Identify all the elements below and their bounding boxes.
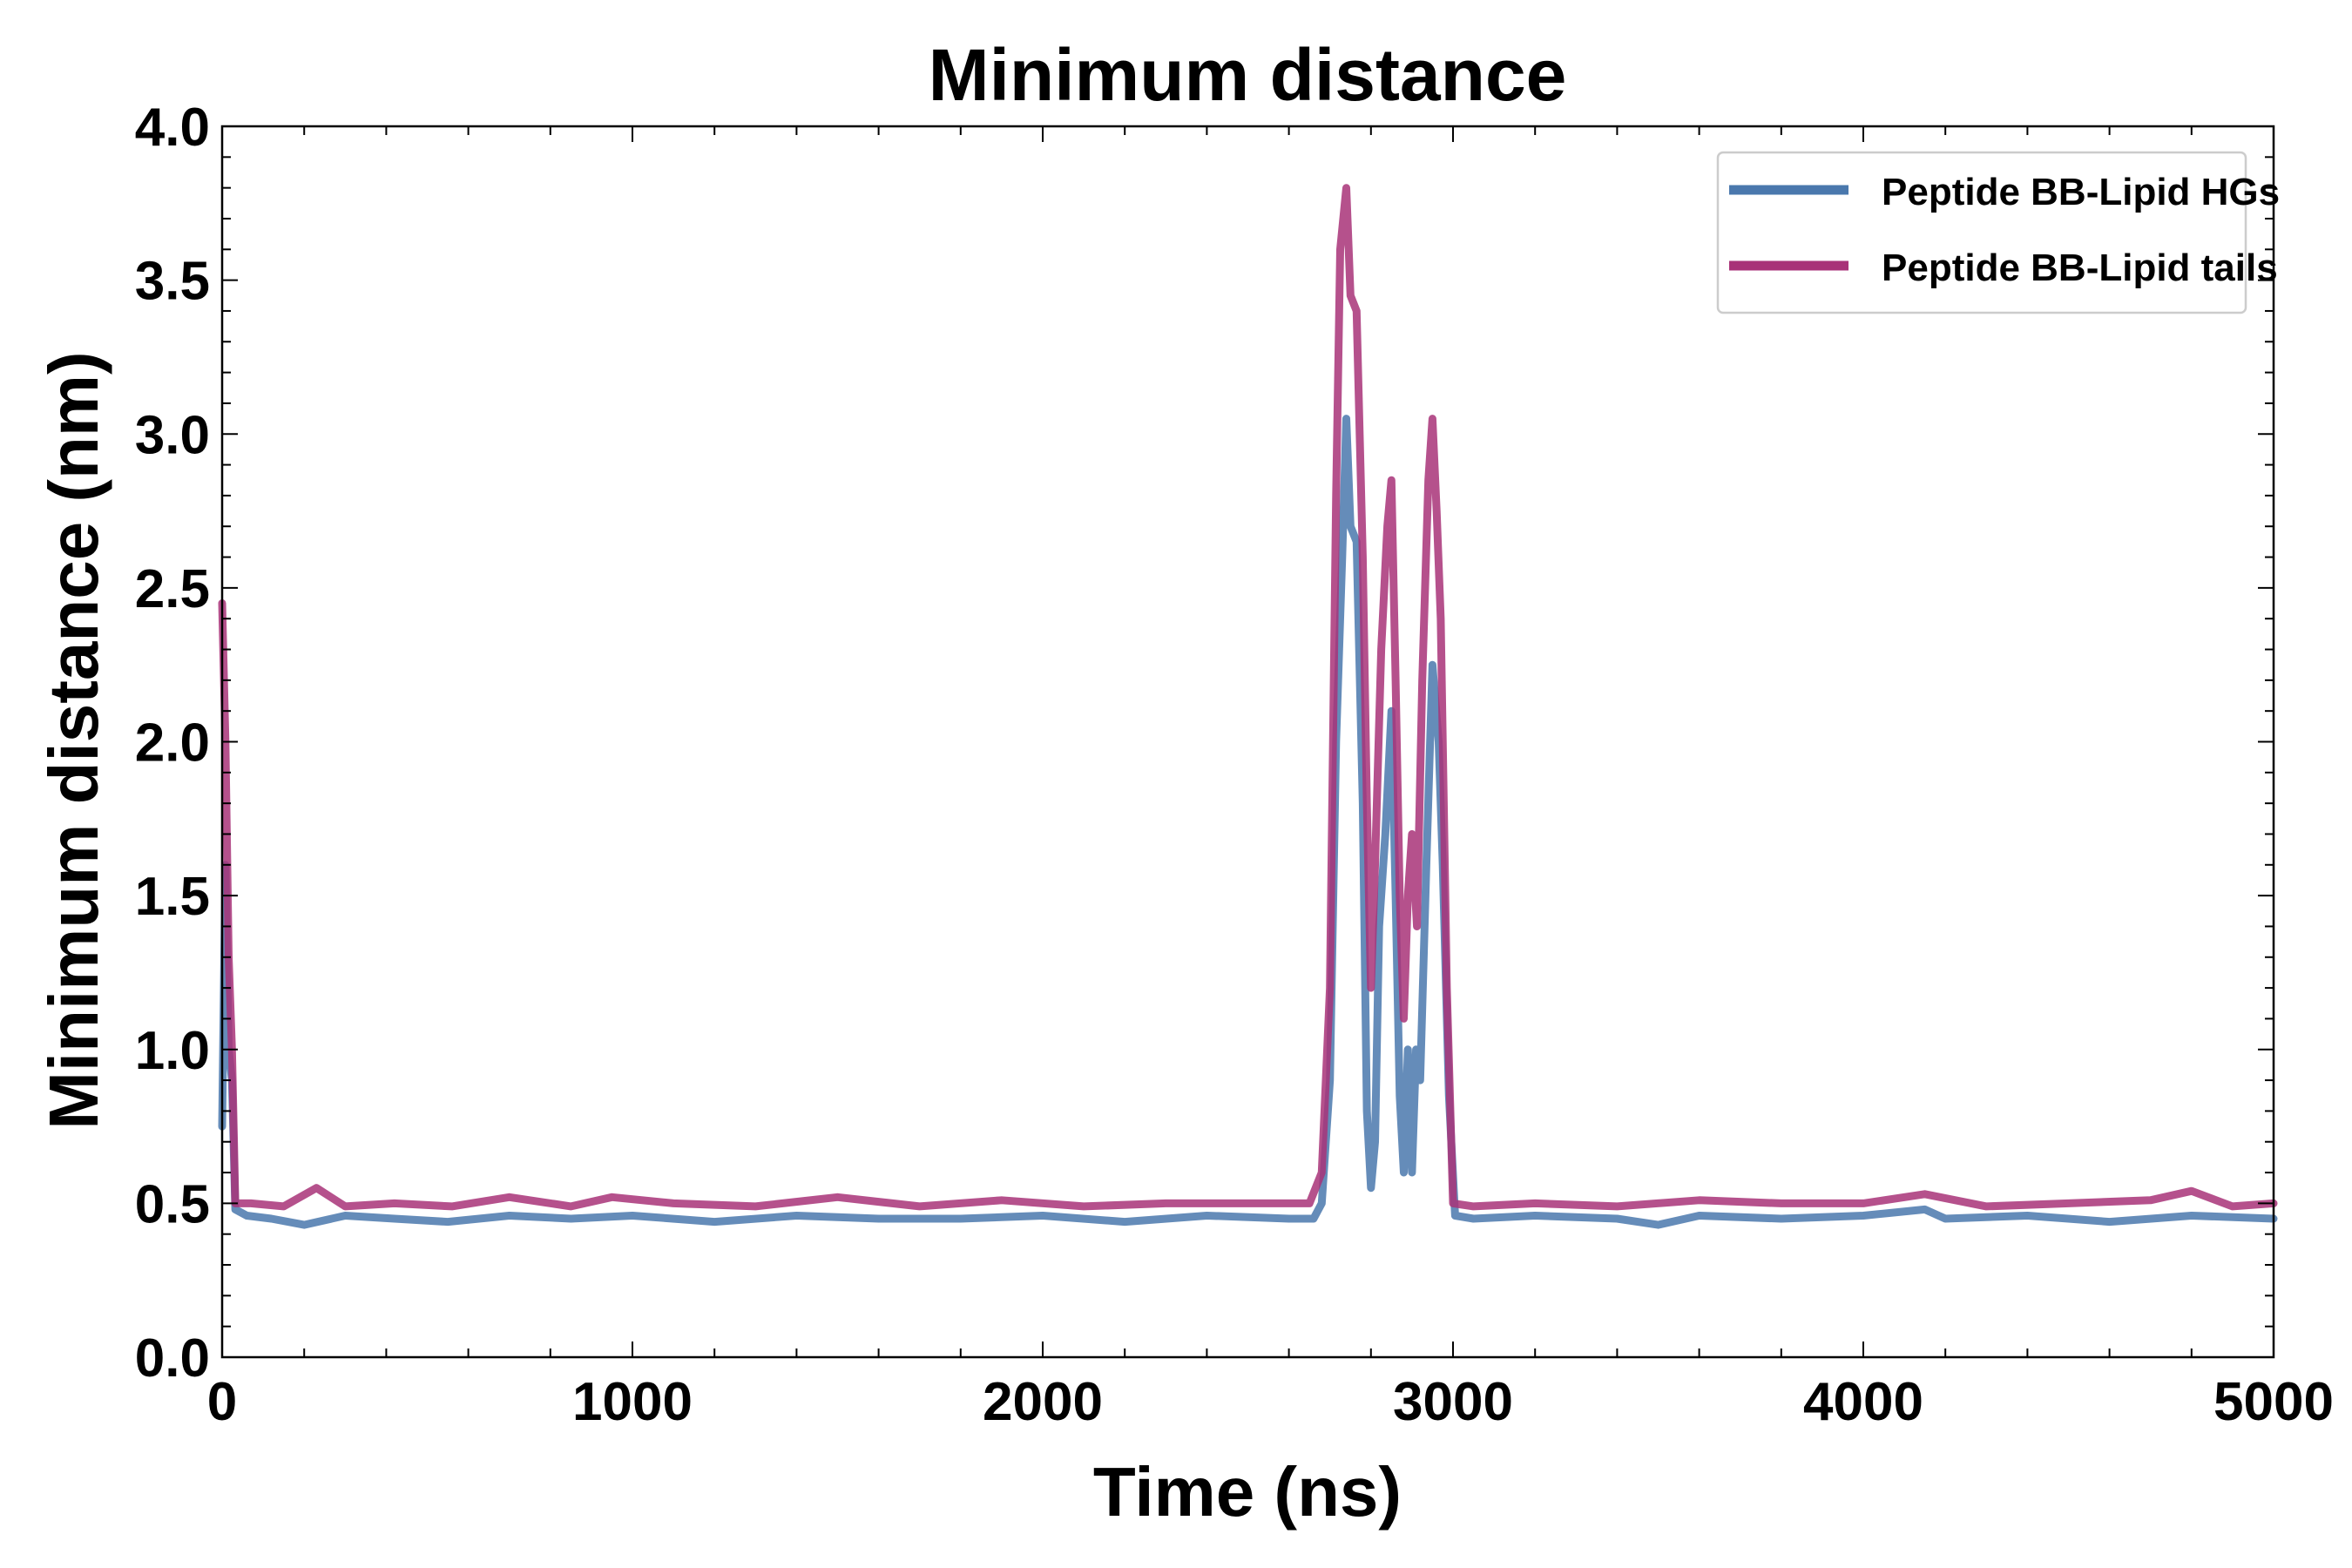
x-tick-label: 3000 — [1393, 1372, 1513, 1432]
x-tick-labels: 0 1000 2000 3000 4000 5000 — [207, 1372, 2334, 1432]
y-tick-labels: 0.0 0.5 1.0 1.5 2.0 2.5 3.0 3.5 4.0 — [135, 98, 210, 1389]
y-tick-label: 4.0 — [135, 98, 210, 158]
x-tick-label: 5000 — [2213, 1372, 2334, 1432]
legend-box — [1716, 151, 2247, 314]
x-axis-label: Time (ns) — [1093, 1453, 1402, 1531]
series-line-1 — [218, 184, 2278, 1211]
y-tick-label: 3.5 — [135, 252, 210, 312]
legend-label-tails: Peptide BB-Lipid tails — [1882, 247, 2278, 289]
y-tick-label: 1.0 — [135, 1021, 210, 1081]
x-tick-label: 2000 — [983, 1372, 1103, 1432]
y-tick-label: 0.0 — [135, 1328, 210, 1389]
x-tick-label: 4000 — [1803, 1372, 1923, 1432]
plot-area — [218, 125, 2278, 1359]
y-tick-label: 2.5 — [135, 559, 210, 619]
y-tick-label: 0.5 — [135, 1174, 210, 1234]
chart-title: Minimum distance — [929, 34, 1567, 116]
x-tick-label: 0 — [207, 1372, 237, 1432]
series-layer — [218, 184, 2278, 1229]
legend-label-hgs: Peptide BB-Lipid HGs — [1882, 171, 2280, 213]
y-tick-label: 2.0 — [135, 713, 210, 774]
y-tick-label: 1.5 — [135, 867, 210, 927]
x-tick-label: 1000 — [572, 1372, 693, 1432]
legend: Peptide BB-Lipid HGs Peptide BB-Lipid ta… — [1716, 151, 2280, 314]
y-axis-label: Minimum distance (nm) — [35, 351, 112, 1129]
series-line-0 — [218, 415, 2278, 1229]
plot-frame — [220, 125, 2275, 1359]
y-tick-label: 3.0 — [135, 405, 210, 465]
